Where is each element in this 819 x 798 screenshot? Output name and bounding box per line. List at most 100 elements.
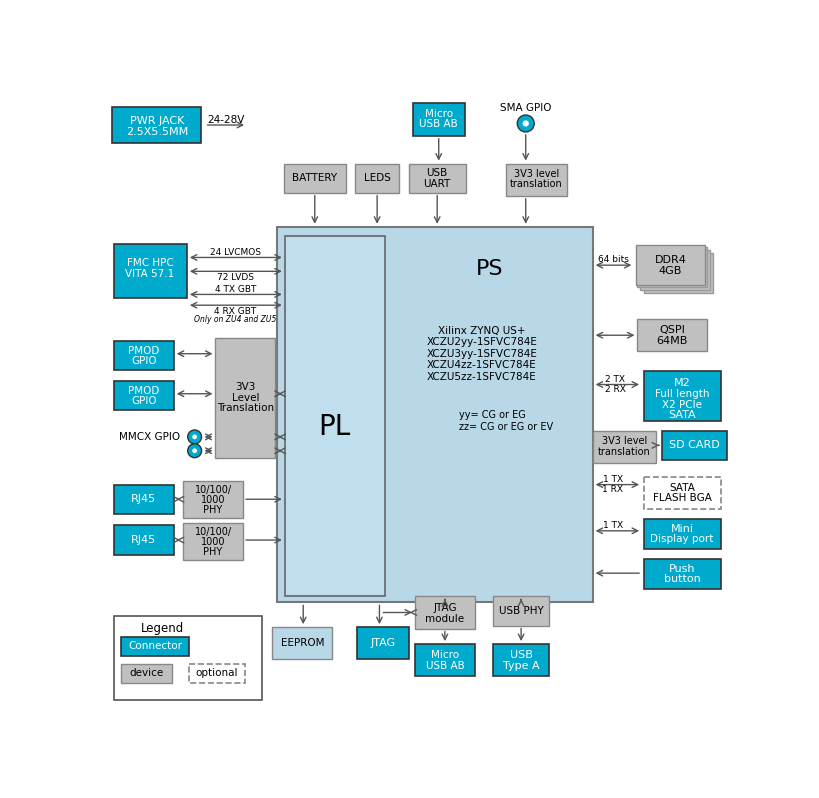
Text: PMOD: PMOD <box>128 346 160 356</box>
Bar <box>493 596 548 626</box>
Text: XCZU2yy-1SFVC784E: XCZU2yy-1SFVC784E <box>426 338 536 347</box>
Bar <box>357 627 409 659</box>
Text: MMCX GPIO: MMCX GPIO <box>119 432 179 442</box>
Bar <box>505 164 567 196</box>
Text: Connector: Connector <box>129 642 182 651</box>
Text: DDR4: DDR4 <box>654 255 686 265</box>
Circle shape <box>192 448 197 454</box>
Bar <box>121 637 189 655</box>
Bar <box>636 247 706 286</box>
Text: SATA: SATA <box>667 410 695 421</box>
Text: XCZU4zz-1SFVC784E: XCZU4zz-1SFVC784E <box>427 360 536 370</box>
Bar <box>592 431 655 463</box>
Text: 24-28V: 24-28V <box>207 115 245 124</box>
Text: SMA GPIO: SMA GPIO <box>500 103 551 113</box>
Bar <box>414 644 474 677</box>
Text: Micro: Micro <box>430 650 459 660</box>
Bar <box>408 164 466 193</box>
Text: zz= CG or EG or EV: zz= CG or EG or EV <box>458 422 552 432</box>
Text: GPIO: GPIO <box>131 397 156 406</box>
Text: PMOD: PMOD <box>128 385 160 396</box>
Text: 4 TX GBT: 4 TX GBT <box>215 285 256 294</box>
Bar <box>661 431 726 460</box>
Text: Translation: Translation <box>217 403 274 413</box>
Text: translation: translation <box>597 447 650 457</box>
Text: 2 RX: 2 RX <box>604 385 625 394</box>
Text: VITA 57.1: VITA 57.1 <box>125 270 174 279</box>
Text: 10/100/: 10/100/ <box>194 527 232 537</box>
Text: USB: USB <box>426 168 447 178</box>
Bar <box>183 480 243 518</box>
Bar <box>121 664 171 682</box>
Text: PL: PL <box>319 413 351 440</box>
Text: XCZU5zz-1SFVC784E: XCZU5zz-1SFVC784E <box>427 372 536 381</box>
Bar <box>643 477 720 509</box>
Text: RJ45: RJ45 <box>131 535 156 545</box>
Bar <box>643 559 720 589</box>
Text: Only on ZU4 and ZU5: Only on ZU4 and ZU5 <box>194 315 276 324</box>
Text: 72 LVDS: 72 LVDS <box>217 273 254 282</box>
Bar <box>643 253 712 293</box>
Text: JTAG: JTAG <box>370 638 396 648</box>
Text: 3V3: 3V3 <box>235 381 256 392</box>
Bar <box>114 484 174 514</box>
Bar <box>636 319 706 351</box>
Text: Push: Push <box>668 563 695 574</box>
Text: PHY: PHY <box>203 547 223 557</box>
Text: 1 TX: 1 TX <box>602 475 622 484</box>
Text: 64 bits: 64 bits <box>597 255 628 264</box>
Text: button: button <box>663 575 699 584</box>
Circle shape <box>192 434 197 440</box>
Text: PHY: PHY <box>203 505 223 515</box>
Text: 10/100/: 10/100/ <box>194 485 232 495</box>
Text: optional: optional <box>196 668 238 678</box>
Text: translation: translation <box>509 180 562 189</box>
Bar <box>114 615 261 700</box>
Text: 24 LVCMOS: 24 LVCMOS <box>210 247 260 257</box>
Text: PWR JACK: PWR JACK <box>129 117 184 126</box>
Text: 2 TX: 2 TX <box>604 374 624 384</box>
Bar <box>493 644 548 677</box>
Text: BATTERY: BATTERY <box>292 173 337 184</box>
Text: X2 PCIe: X2 PCIe <box>661 400 701 409</box>
Circle shape <box>521 120 529 128</box>
Text: Legend: Legend <box>141 622 183 635</box>
Text: Display port: Display port <box>649 535 713 544</box>
Text: module: module <box>425 614 464 623</box>
Text: yy= CG or EG: yy= CG or EG <box>458 410 525 421</box>
Text: 1000: 1000 <box>201 537 225 547</box>
Bar <box>640 250 709 290</box>
Bar <box>112 107 201 144</box>
Text: USB AB: USB AB <box>425 661 464 670</box>
Bar <box>183 523 243 560</box>
Bar <box>189 664 244 682</box>
Text: 1000: 1000 <box>201 495 225 505</box>
Text: 3V3 level: 3V3 level <box>514 168 559 179</box>
Bar <box>114 381 174 410</box>
Text: Level: Level <box>232 393 259 403</box>
Text: USB PHY: USB PHY <box>498 606 543 616</box>
Bar <box>414 596 474 629</box>
Text: FMC HPC: FMC HPC <box>126 258 173 268</box>
Bar <box>643 371 720 421</box>
Text: UART: UART <box>423 179 450 188</box>
Text: JTAG: JTAG <box>432 602 456 613</box>
Text: device: device <box>129 668 163 678</box>
Bar <box>355 164 399 193</box>
Text: Type A: Type A <box>502 661 539 670</box>
Text: LEDS: LEDS <box>364 173 390 184</box>
Text: SD CARD: SD CARD <box>668 440 719 450</box>
Text: Xilinx ZYNQ US+: Xilinx ZYNQ US+ <box>437 326 525 336</box>
Text: USB: USB <box>509 650 532 660</box>
Bar <box>412 104 464 136</box>
Text: 2.5X5.5MM: 2.5X5.5MM <box>125 127 188 137</box>
Text: QSPI: QSPI <box>658 325 684 335</box>
Bar <box>114 525 174 555</box>
Bar <box>215 338 275 458</box>
Bar <box>284 236 384 596</box>
Bar <box>277 227 592 602</box>
Text: 1 TX: 1 TX <box>602 521 622 530</box>
Text: 4 RX GBT: 4 RX GBT <box>214 307 256 316</box>
Text: 1 RX: 1 RX <box>601 485 622 495</box>
Circle shape <box>188 444 201 458</box>
